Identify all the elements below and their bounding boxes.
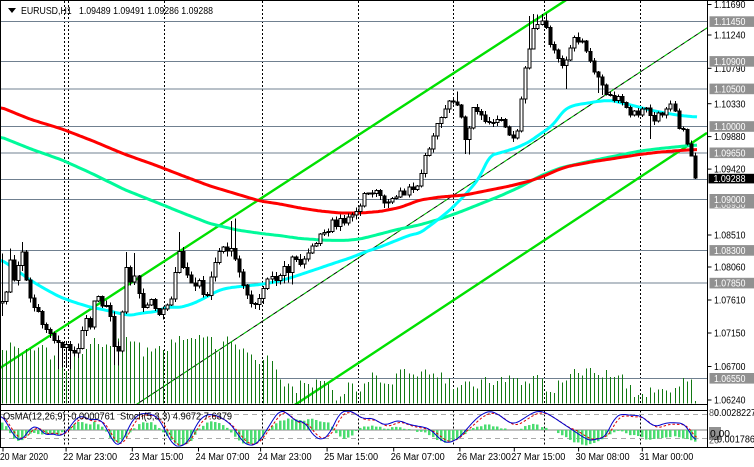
svg-text:26 Mar 07:00: 26 Mar 07:00	[391, 452, 445, 463]
svg-text:1.09880: 1.09880	[714, 132, 746, 143]
svg-text:EURUSD,H1 1.09489 1.09491 1.: EURUSD,H1 1.09489 1.09491 1.09286 1.0928…	[21, 5, 213, 17]
svg-text:26 Mar 23:00: 26 Mar 23:00	[457, 452, 511, 463]
svg-text:23 Mar 15:00: 23 Mar 15:00	[129, 452, 183, 463]
svg-text:1.09420: 1.09420	[714, 165, 746, 176]
svg-text:31 Mar 00:00: 31 Mar 00:00	[639, 452, 693, 463]
svg-text:24 Mar 23:00: 24 Mar 23:00	[258, 452, 312, 463]
svg-text:1.10500: 1.10500	[714, 85, 746, 96]
svg-text:1.08300: 1.08300	[714, 246, 746, 257]
svg-text:1.10900: 1.10900	[714, 57, 746, 68]
svg-text:-0.0017865: -0.0017865	[714, 435, 754, 446]
svg-text:20: 20	[709, 436, 719, 447]
svg-text:1.09000: 1.09000	[714, 195, 746, 206]
svg-text:1.07610: 1.07610	[714, 296, 746, 307]
svg-text:1.07850: 1.07850	[714, 279, 746, 290]
svg-text:0.0028227: 0.0028227	[714, 408, 754, 419]
svg-text:1.08510: 1.08510	[714, 231, 746, 242]
svg-text:1.08060: 1.08060	[714, 263, 746, 274]
svg-text:22 Mar 23:00: 22 Mar 23:00	[63, 452, 117, 463]
svg-text:20 Mar 2020: 20 Mar 2020	[0, 452, 48, 463]
svg-text:1.10790: 1.10790	[714, 64, 746, 75]
svg-text:1.09650: 1.09650	[714, 148, 746, 159]
svg-text:30 Mar 08:00: 30 Mar 08:00	[576, 452, 630, 463]
svg-text:1.06240: 1.06240	[714, 396, 746, 407]
svg-text:1.09288: 1.09288	[714, 174, 746, 185]
svg-text:1.10330: 1.10330	[714, 99, 746, 110]
svg-text:1.07150: 1.07150	[714, 329, 746, 340]
svg-text:1.11450: 1.11450	[714, 17, 746, 28]
svg-text:27 Mar 15:00: 27 Mar 15:00	[511, 452, 565, 463]
svg-text:24 Mar 07:00: 24 Mar 07:00	[196, 452, 250, 463]
svg-text:1.11240: 1.11240	[714, 31, 746, 42]
svg-text:1.06550: 1.06550	[714, 374, 746, 385]
svg-text:1.10000: 1.10000	[714, 122, 746, 133]
svg-text:1.06700: 1.06700	[714, 362, 746, 373]
svg-text:25 Mar 15:00: 25 Mar 15:00	[324, 452, 378, 463]
svg-text:1.11690: 1.11690	[714, 0, 746, 11]
svg-text:0,00: 0,00	[710, 429, 730, 440]
svg-text:OsMA(12,26,9) -0.0000761 Stoc: OsMA(12,26,9) -0.0000761 Stoch(5,3,3) 4.…	[3, 412, 232, 423]
svg-text:80: 80	[709, 408, 719, 419]
svg-text:1.08950: 1.08950	[714, 200, 746, 211]
